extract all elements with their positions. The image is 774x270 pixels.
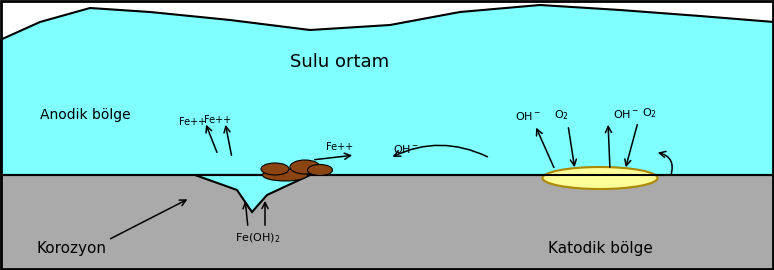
Text: Katodik bölge: Katodik bölge: [547, 241, 652, 255]
Ellipse shape: [262, 169, 307, 181]
Ellipse shape: [290, 160, 320, 174]
Text: Sulu ortam: Sulu ortam: [290, 53, 389, 71]
Ellipse shape: [543, 167, 657, 189]
Text: O$_2$: O$_2$: [642, 106, 657, 120]
Text: O$_2$: O$_2$: [554, 108, 570, 122]
Text: OH$^-$: OH$^-$: [515, 110, 541, 122]
Polygon shape: [0, 5, 774, 175]
Text: Fe++: Fe++: [204, 115, 231, 125]
Ellipse shape: [307, 164, 333, 176]
Bar: [0, 175, 774, 270]
Text: Korozyon: Korozyon: [37, 241, 107, 255]
Text: Anodik bölge: Anodik bölge: [39, 108, 130, 122]
Text: OH$^-$: OH$^-$: [393, 143, 420, 155]
Text: Fe(OH)$_2$: Fe(OH)$_2$: [235, 231, 281, 245]
FancyArrowPatch shape: [394, 145, 488, 157]
Polygon shape: [195, 175, 310, 212]
FancyArrowPatch shape: [659, 151, 672, 175]
Ellipse shape: [261, 163, 289, 175]
Text: Fe++: Fe++: [327, 142, 354, 152]
Text: Fe++: Fe++: [180, 117, 207, 127]
Text: OH$^-$: OH$^-$: [613, 108, 639, 120]
